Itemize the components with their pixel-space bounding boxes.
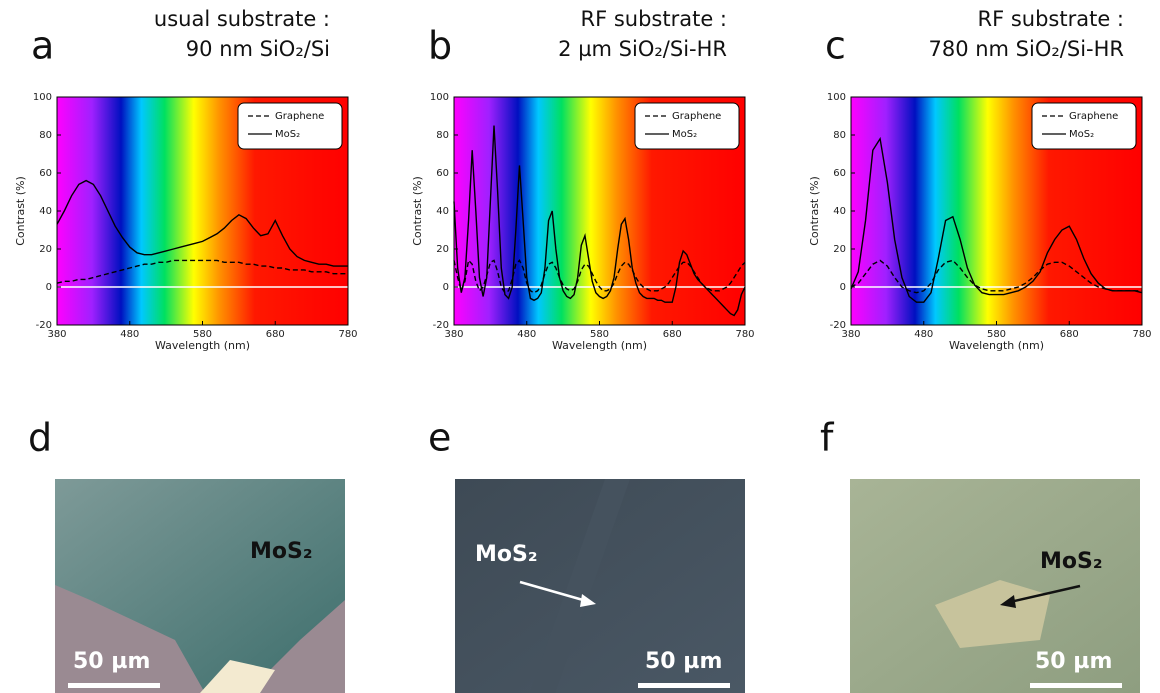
arrow-head [580,594,596,607]
y-tick-label: 80 [39,130,52,141]
arrow [1009,584,1081,604]
x-tick-label: 380 [841,329,860,340]
x-tick-label: 480 [120,329,139,340]
y-tick-label: 80 [436,130,449,141]
y-tick-label: 40 [833,206,846,217]
scale-bar [68,683,160,688]
y-axis-label: Contrast (%) [411,176,424,246]
y-tick-label: 20 [39,244,52,255]
x-tick-label: 680 [1060,329,1079,340]
series-line [56,259,348,284]
material-label: MoS₂ [475,542,538,567]
series-line [850,136,1143,303]
panel-letter: b [428,24,452,68]
x-tick-label: 580 [987,329,1006,340]
scale-label: 50 µm [645,649,722,674]
x-tick-label: 480 [517,329,536,340]
y-tick-label: 100 [827,92,846,103]
arrow [519,580,591,604]
x-axis-label: Wavelength (nm) [155,339,250,352]
y-tick-label: 0 [46,282,52,293]
legend-box [237,102,343,150]
chart-title: RF substrate : [977,7,1124,31]
photo-panel-e: e MoS₂ 50 µm [428,416,745,693]
y-tick-label: 20 [436,244,449,255]
y-tick-label: 100 [430,92,449,103]
chart-panel: -20 0 20 40 60 80 100 380 480 580 680 780 Wavelength… [14,7,358,352]
photo-panel-f: f MoS₂ 50 µm [820,416,1140,693]
x-axis-label: Wavelength (nm) [552,339,647,352]
x-tick-label: 780 [338,329,357,340]
scale-bar [1030,683,1122,688]
y-tick-label: 60 [436,168,449,179]
chart-title: usual substrate : [154,7,330,31]
y-tick-label: 60 [39,168,52,179]
arrow-head [1000,595,1016,608]
y-tick-label: 60 [833,168,846,179]
panel-letter: c [825,24,846,68]
y-tick-label: 0 [443,282,449,293]
flake [935,580,1050,648]
y-tick-label: 40 [436,206,449,217]
series-line [453,125,746,317]
legend-box [634,102,740,150]
panel-letter: a [31,24,54,68]
y-axis-label: Contrast (%) [14,176,27,246]
chart-title: 90 nm SiO₂/Si [186,37,330,61]
series-line [453,258,746,294]
x-tick-label: 380 [444,329,463,340]
x-tick-label: 680 [663,329,682,340]
material-label: MoS₂ [1040,549,1103,574]
photo-panel-d: d MoS₂ 50 µm [28,416,345,693]
chart-title: RF substrate : [580,7,727,31]
y-tick-label: 40 [39,206,52,217]
scale-bar [638,683,730,688]
legend-label: Graphene [672,111,721,122]
x-axis-label: Wavelength (nm) [949,339,1044,352]
legend-label: MoS₂ [275,129,300,140]
y-tick-label: -20 [830,320,846,331]
series-line [56,179,348,267]
chart-panel: -20 0 20 40 60 80 100 380 480 580 680 780 Wavelength… [808,7,1152,352]
panel-letter: e [428,416,451,460]
legend-label: MoS₂ [672,129,697,140]
x-tick-label: 580 [590,329,609,340]
y-tick-label: -20 [433,320,449,331]
y-tick-label: 20 [833,244,846,255]
panel-letter: d [28,416,52,460]
x-tick-label: 580 [193,329,212,340]
flake-edge [200,660,275,693]
legend-label: Graphene [1069,111,1118,122]
legend-label: MoS₂ [1069,129,1094,140]
scale-label: 50 µm [73,649,150,674]
chart-title: 780 nm SiO₂/Si-HR [928,37,1124,61]
x-tick-label: 680 [266,329,285,340]
panel-letter: f [820,416,835,460]
y-tick-label: 0 [840,282,846,293]
flake [530,479,630,693]
legend-box [1031,102,1137,150]
material-label: MoS₂ [250,539,313,564]
y-tick-label: -20 [36,320,52,331]
x-tick-label: 480 [914,329,933,340]
y-tick-label: 100 [33,92,52,103]
y-axis-label: Contrast (%) [808,176,821,246]
chart-panel: -20 0 20 40 60 80 100 380 480 580 680 780 Wavelength… [411,7,755,352]
scale-label: 50 µm [1035,649,1112,674]
legend-label: Graphene [275,111,324,122]
x-tick-label: 780 [735,329,754,340]
flake [55,479,345,693]
chart-title: 2 µm SiO₂/Si-HR [558,37,727,61]
x-tick-label: 380 [47,329,66,340]
x-tick-label: 780 [1132,329,1151,340]
y-tick-label: 80 [833,130,846,141]
